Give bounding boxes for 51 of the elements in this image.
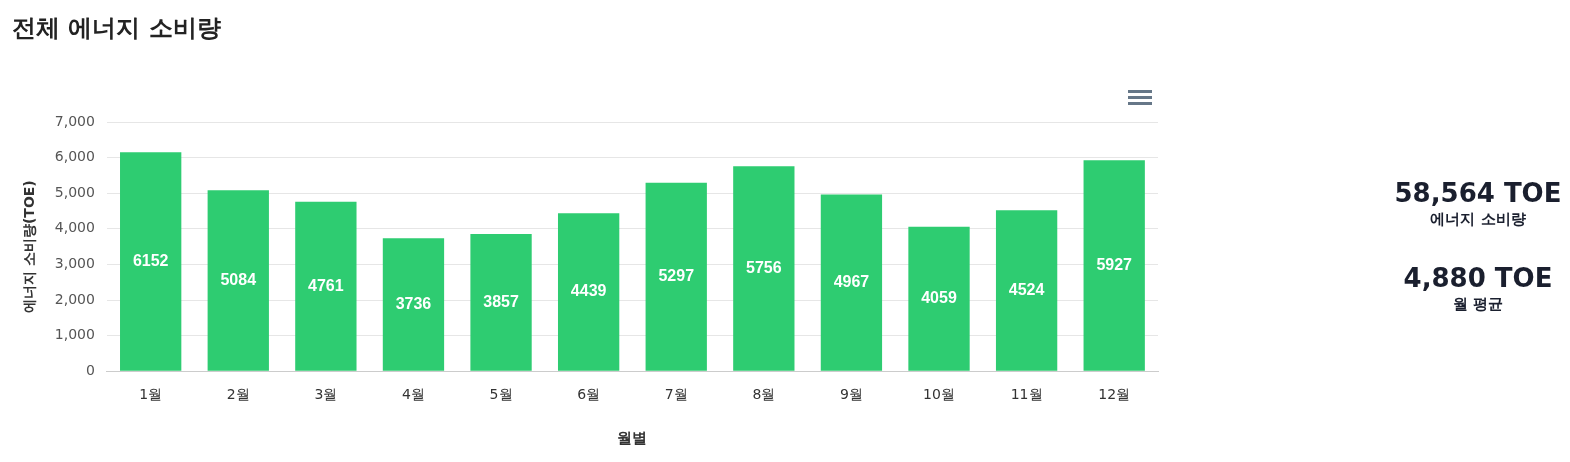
bar: [382, 238, 445, 371]
x-tick-label: 6월: [577, 386, 601, 403]
x-axis-title: 월별: [617, 428, 648, 447]
data-label: 3736: [395, 294, 432, 312]
x-tick-label: 1월: [139, 386, 163, 403]
bar: [995, 210, 1058, 371]
y-tick-label: 5,000: [54, 183, 95, 200]
text: 에너지 소비량: [1429, 210, 1527, 229]
y-tick-label: 4,000: [54, 219, 95, 236]
data-label: 5756: [746, 258, 782, 276]
x-tick-label: 11월: [1010, 386, 1043, 403]
x-tick-label: 3월: [314, 386, 338, 403]
x-tick-label: 8월: [752, 386, 776, 403]
text: 월 평균: [1451, 295, 1505, 314]
x-tick-label: 4월: [402, 386, 425, 403]
y-axis-title: 에너지 소비량(TOE): [21, 180, 38, 313]
data-label: 5927: [1096, 255, 1133, 273]
bar: [733, 166, 795, 371]
data-label: 5297: [658, 267, 695, 285]
text: 58,564 TOE: [1393, 178, 1563, 208]
bar: [820, 194, 883, 371]
data-label: 6152: [132, 251, 169, 269]
data-label: 3857: [483, 292, 519, 310]
bar: [557, 213, 620, 371]
y-tick-label: 1,000: [54, 326, 95, 343]
data-label: 4439: [570, 282, 607, 300]
x-tick-label: 2월: [226, 386, 250, 403]
data-label: 4967: [833, 272, 870, 290]
y-tick-label: 6,000: [54, 148, 95, 165]
x-tick-label: 7월: [664, 386, 688, 403]
y-tick-label: 3,000: [54, 255, 95, 272]
data-label: 5084: [220, 270, 257, 288]
bar: [1083, 160, 1145, 371]
x-tick-label: 12월: [1098, 386, 1131, 403]
y-tick-label: 2,000: [54, 290, 95, 307]
data-label: 4059: [921, 289, 957, 307]
x-tick-label: 9월: [839, 386, 863, 403]
y-tick-label: 7,000: [54, 112, 95, 129]
data-label: 4761: [308, 276, 344, 294]
chart-title: 전체 에너지 소비량: [12, 13, 221, 44]
bar: [295, 201, 357, 371]
bar: [207, 190, 269, 371]
data-label: 4524: [1008, 280, 1045, 298]
text: 4,880 TOE: [1402, 263, 1554, 293]
x-tick-label: 5월: [489, 386, 513, 403]
y-tick-label: 0: [85, 361, 95, 378]
bar: [120, 152, 182, 371]
bar: [470, 233, 532, 371]
x-tick-label: 10월: [923, 386, 955, 403]
bar: [645, 182, 707, 371]
bar: [908, 226, 970, 371]
